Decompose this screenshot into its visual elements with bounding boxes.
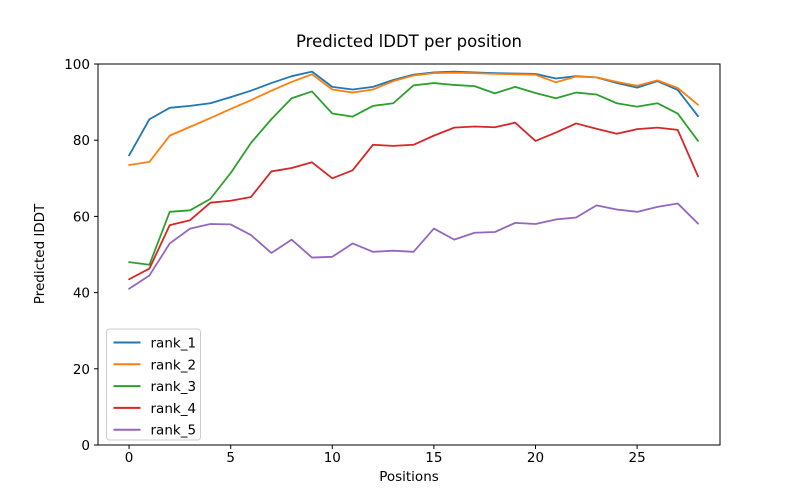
legend-item-rank_5: rank_5 xyxy=(113,423,197,439)
series-layer xyxy=(128,70,699,290)
legend-item-rank_4: rank_4 xyxy=(113,401,197,417)
series-line-rank_4 xyxy=(128,121,699,281)
series-line-rank_5 xyxy=(128,202,699,290)
legend-label-rank_3: rank_3 xyxy=(151,379,197,395)
axes-layer: 0 5 10 15 20 25 0 20 40 60 80 100 xyxy=(64,57,721,466)
legend-box xyxy=(106,328,201,441)
y-axis-label: Predicted lDDT xyxy=(32,203,48,304)
y-tick-label: 100 xyxy=(64,57,90,73)
y-tick-label: 0 xyxy=(81,438,90,454)
x-tick-label: 15 xyxy=(425,450,442,466)
y-tick-label: 20 xyxy=(73,362,90,378)
y-tick-label: 40 xyxy=(73,286,90,302)
y-tick-label: 60 xyxy=(73,209,90,225)
legend-label-rank_5: rank_5 xyxy=(151,423,197,439)
x-axis-label: Positions xyxy=(379,469,439,485)
x-tick-label: 10 xyxy=(324,450,341,466)
series-line-rank_1 xyxy=(128,70,699,157)
chart-title: Predicted lDDT per position xyxy=(296,32,522,51)
legend-label-rank_1: rank_1 xyxy=(151,336,197,352)
x-tick-label: 20 xyxy=(527,450,544,466)
series-line-rank_2 xyxy=(128,71,699,166)
legend-label-rank_4: rank_4 xyxy=(151,401,197,417)
x-tick-label: 5 xyxy=(226,450,235,466)
legend-item-rank_2: rank_2 xyxy=(113,357,197,373)
plot-border xyxy=(97,63,721,446)
series-line-rank_3 xyxy=(128,82,699,266)
legend: rank_1 rank_2 rank_3 rank_4 rank_5 xyxy=(106,328,201,441)
x-tick-label: 0 xyxy=(125,450,134,466)
x-tick-label: 25 xyxy=(629,450,646,466)
legend-item-rank_1: rank_1 xyxy=(113,336,197,352)
legend-label-rank_2: rank_2 xyxy=(151,357,197,373)
y-tick-label: 80 xyxy=(73,133,90,149)
legend-item-rank_3: rank_3 xyxy=(113,379,197,395)
